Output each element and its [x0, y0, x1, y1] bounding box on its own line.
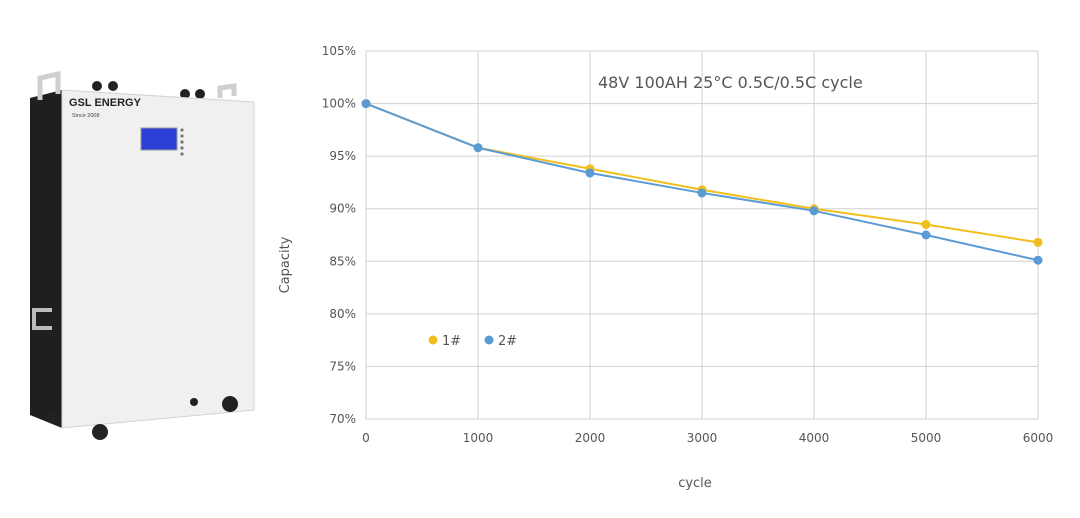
y-tick-label: 80%: [329, 307, 356, 321]
terminal-knob: [92, 81, 102, 91]
y-axis-ticks: 70% 75% 80% 85% 90% 95% 100% 105%: [322, 44, 356, 426]
legend-marker: [428, 335, 438, 345]
data-point: [1033, 237, 1043, 247]
y-tick-label: 105%: [322, 44, 356, 58]
indicator-light: [180, 134, 184, 138]
y-tick-label: 95%: [329, 149, 356, 163]
data-point: [697, 188, 707, 198]
left-top-handle: [37, 70, 61, 100]
wheel: [92, 424, 108, 440]
side-handle: [32, 308, 52, 330]
wheel: [47, 413, 57, 423]
data-point: [921, 230, 931, 240]
terminal-knob: [108, 81, 118, 91]
data-point: [921, 219, 931, 229]
legend-label: 1#: [442, 334, 461, 349]
wheel: [222, 396, 238, 412]
grid: [365, 50, 1039, 420]
indicator-light: [180, 146, 184, 150]
chart-title: 48V 100AH 25°C 0.5C/0.5C cycle: [598, 73, 863, 92]
x-axis-title: cycle: [678, 476, 712, 491]
legend-marker: [484, 335, 494, 345]
terminal-knob: [180, 89, 190, 99]
indicator-light: [180, 140, 184, 144]
x-tick-label: 1000: [463, 431, 494, 445]
brand-since: Since 2008: [72, 113, 100, 119]
x-tick-label: 0: [362, 431, 370, 445]
x-tick-label: 4000: [799, 431, 830, 445]
x-tick-label: 5000: [911, 431, 942, 445]
data-point: [361, 99, 371, 109]
y-axis-title: Capacity: [278, 236, 293, 293]
y-tick-label: 100%: [322, 97, 356, 111]
cabinet-front: [61, 89, 255, 429]
x-tick-label: 3000: [687, 431, 718, 445]
x-axis-ticks: 0 1000 2000 3000 4000 5000 6000: [362, 431, 1053, 445]
wheel: [190, 398, 198, 406]
lcd-screen: [140, 127, 178, 151]
indicator-light: [180, 152, 184, 156]
y-tick-label: 75%: [329, 359, 356, 373]
battery-cabinet-image: GSL ENERGY Since 2008: [30, 70, 255, 440]
x-tick-label: 2000: [575, 431, 606, 445]
legend: 1# 2#: [428, 334, 517, 349]
brand-label: GSL ENERGY: [69, 97, 142, 109]
capacity-chart: 70% 75% 80% 85% 90% 95% 100% 105% 0 1000 2000 3000…: [278, 44, 1053, 491]
right-top-handle: [217, 83, 237, 98]
data-point: [809, 206, 819, 216]
data-point: [1033, 255, 1043, 265]
terminal-knob: [195, 89, 205, 99]
y-tick-label: 85%: [329, 254, 356, 268]
series-layer: [361, 99, 1043, 265]
legend-label: 2#: [498, 334, 517, 349]
y-tick-label: 90%: [329, 202, 356, 216]
data-point: [585, 168, 595, 178]
x-tick-label: 6000: [1023, 431, 1054, 445]
indicator-light: [180, 128, 184, 132]
data-point: [473, 143, 483, 153]
y-tick-label: 70%: [329, 412, 356, 426]
cabinet-side: [30, 90, 62, 428]
